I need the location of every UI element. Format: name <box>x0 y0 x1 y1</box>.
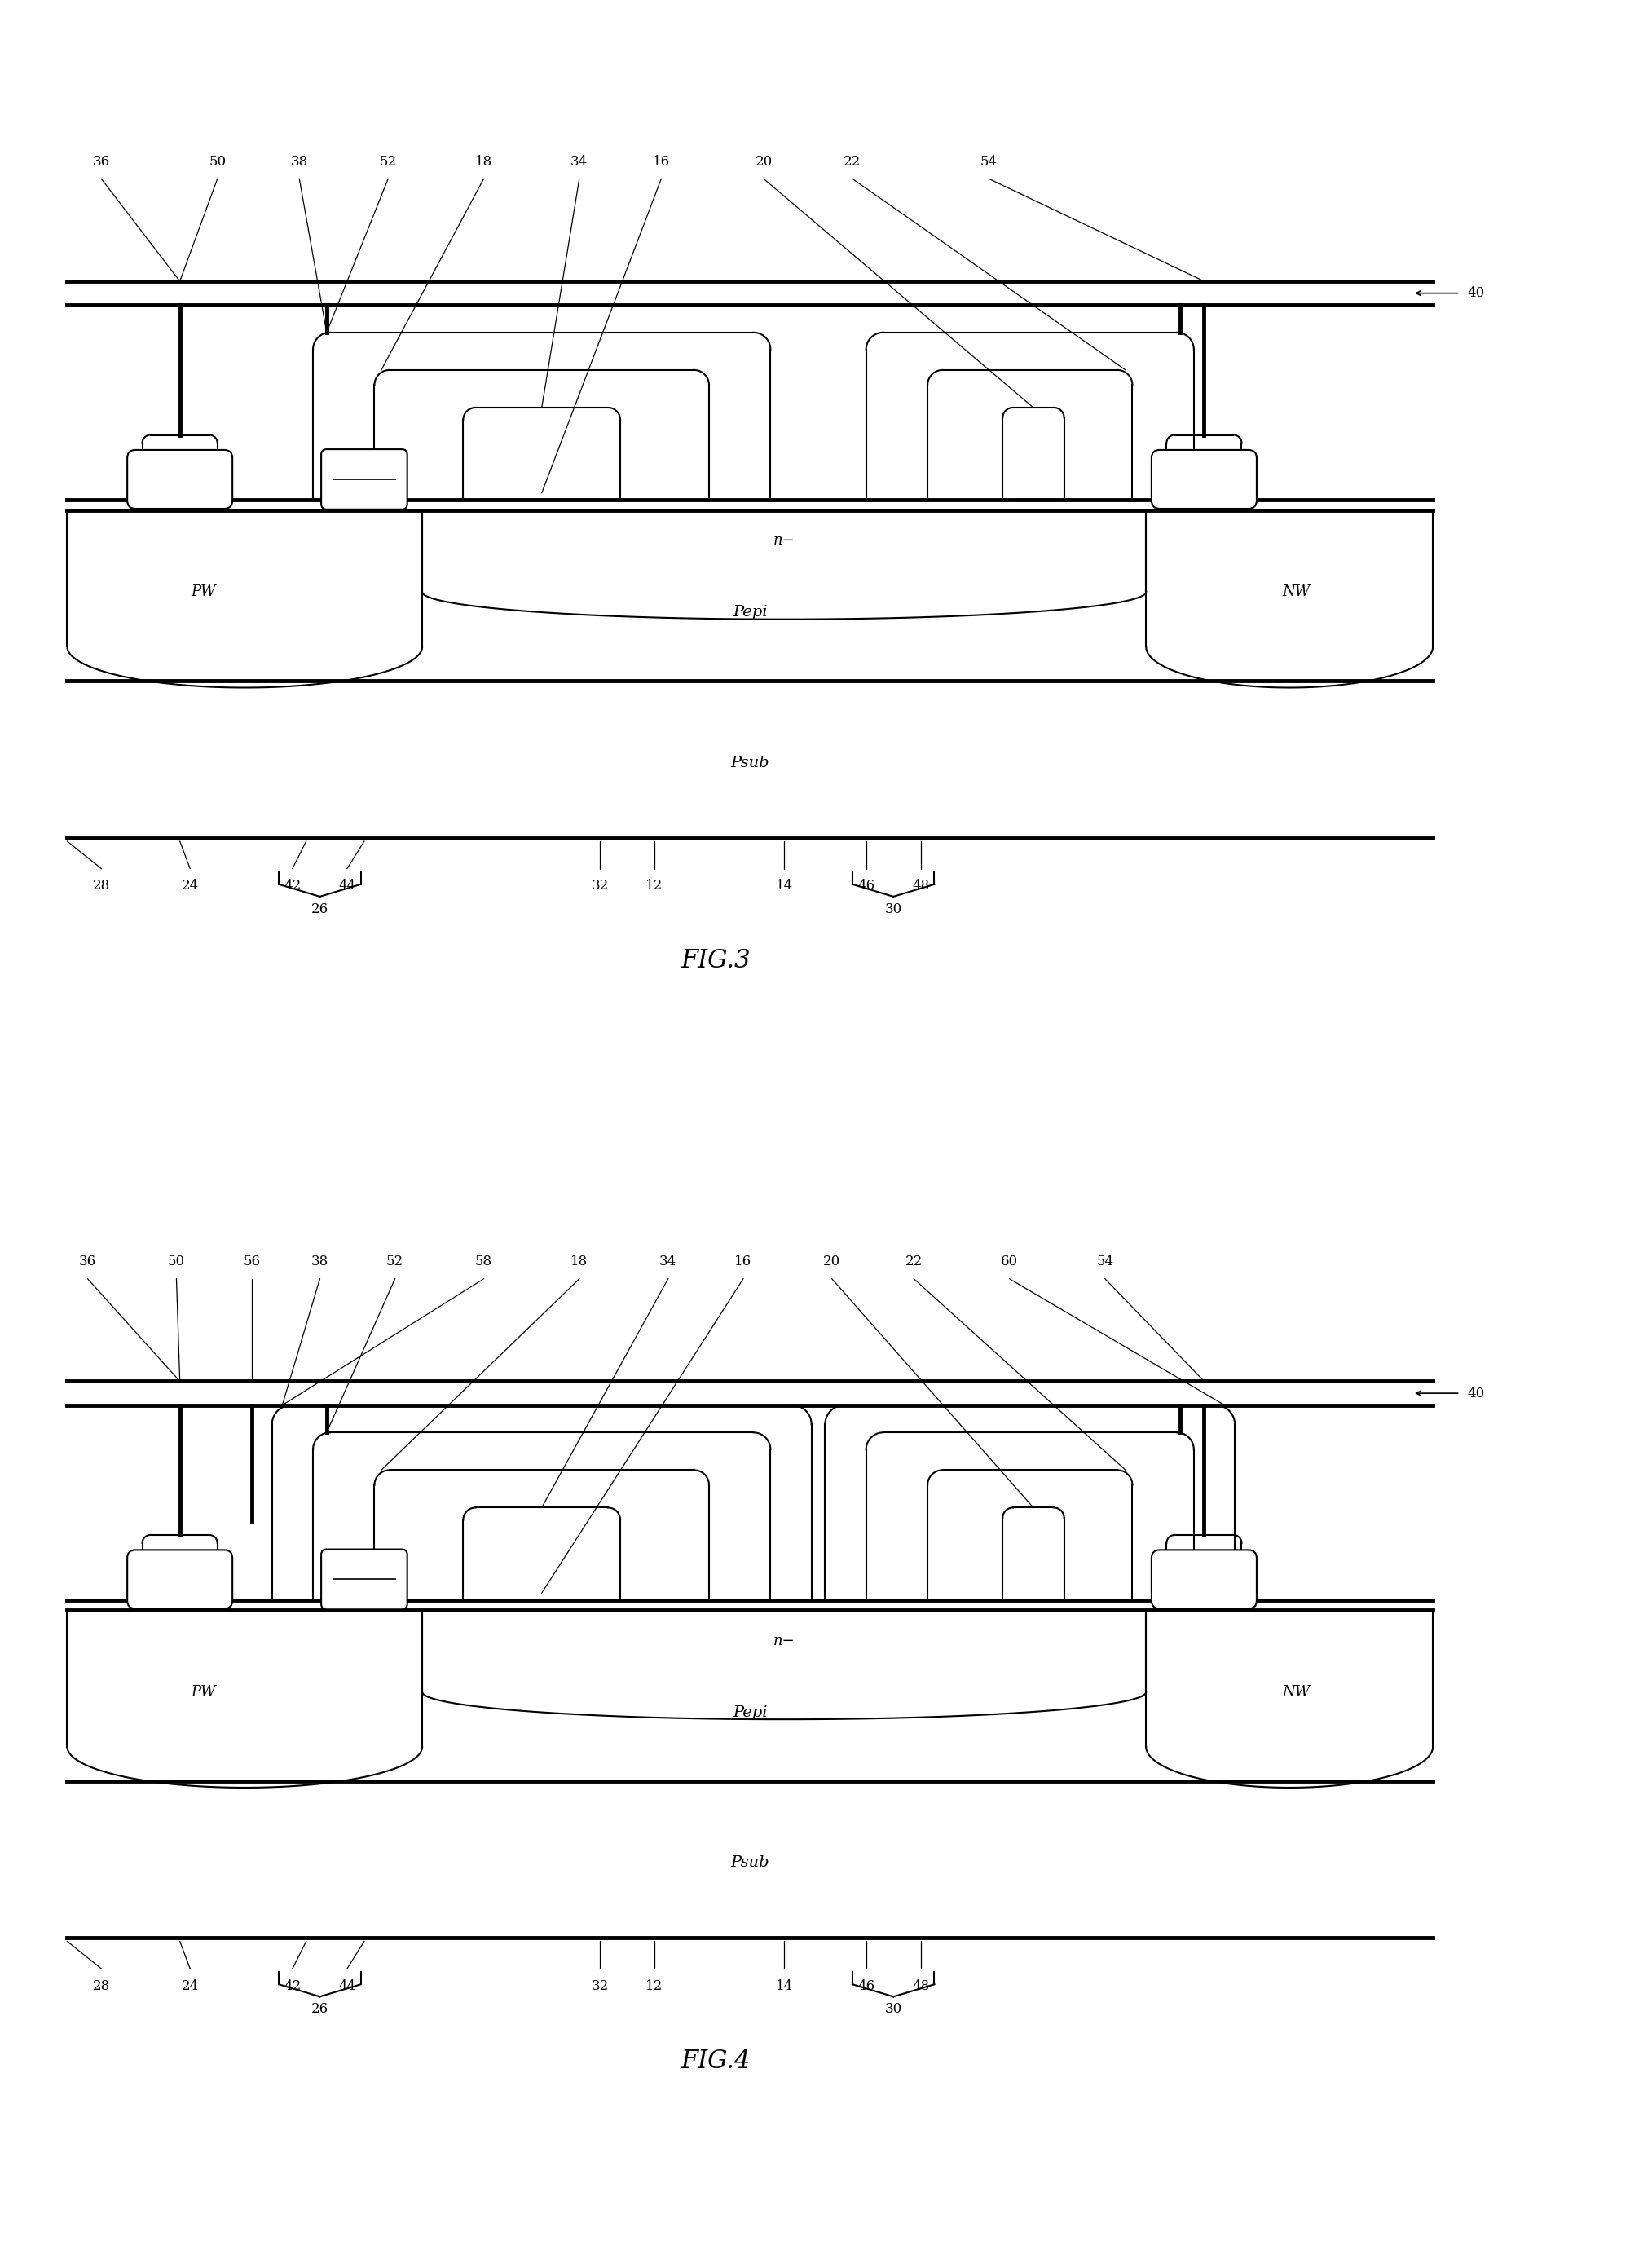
Text: 50: 50 <box>169 1255 185 1268</box>
Text: 48: 48 <box>912 878 930 894</box>
Text: n+: n+ <box>1194 471 1214 487</box>
Text: 52: 52 <box>380 155 396 168</box>
Text: 28: 28 <box>93 1978 111 1994</box>
Text: 32: 32 <box>591 878 608 894</box>
Text: 26: 26 <box>311 2003 329 2016</box>
Text: 46: 46 <box>857 878 874 894</box>
Text: 24: 24 <box>182 878 198 894</box>
FancyBboxPatch shape <box>127 449 233 510</box>
Text: 38: 38 <box>291 155 307 168</box>
Text: 12: 12 <box>646 1978 662 1994</box>
Text: FIG.4: FIG.4 <box>681 2047 750 2074</box>
Text: 32: 32 <box>591 1978 608 1994</box>
Text: n+: n+ <box>355 1563 373 1574</box>
Text: Pepi: Pepi <box>733 606 767 620</box>
Text: Pepi: Pepi <box>733 1706 767 1720</box>
Text: 46: 46 <box>857 1978 874 1994</box>
Text: PW: PW <box>192 1684 216 1699</box>
Text: 14: 14 <box>775 878 793 894</box>
Text: 54: 54 <box>980 155 998 168</box>
Text: 22: 22 <box>844 155 861 168</box>
Text: 16: 16 <box>653 155 669 168</box>
Text: 16: 16 <box>735 1255 752 1268</box>
Text: n−: n− <box>773 1634 795 1648</box>
Text: 40: 40 <box>1467 1387 1483 1401</box>
Text: 50: 50 <box>208 155 226 168</box>
Text: n+: n+ <box>355 462 373 474</box>
Text: NW: NW <box>1282 1684 1310 1699</box>
Text: 44: 44 <box>339 878 355 894</box>
Text: n−: n− <box>773 534 795 548</box>
Text: 30: 30 <box>885 902 902 916</box>
Text: 54: 54 <box>1097 1255 1113 1268</box>
Text: FIG.3: FIG.3 <box>681 947 750 974</box>
Text: 36: 36 <box>79 1255 96 1268</box>
Text: 52: 52 <box>387 1255 403 1268</box>
Text: 60: 60 <box>1001 1255 1018 1268</box>
Text: PW: PW <box>192 584 216 599</box>
FancyBboxPatch shape <box>1151 449 1257 510</box>
Text: 42: 42 <box>284 878 301 894</box>
Text: n−: n− <box>355 485 373 498</box>
Text: 34: 34 <box>570 155 588 168</box>
FancyBboxPatch shape <box>320 1549 408 1610</box>
Text: 48: 48 <box>912 1978 930 1994</box>
Text: 56: 56 <box>243 1255 259 1268</box>
Text: 44: 44 <box>339 1978 355 1994</box>
Text: 26: 26 <box>311 902 329 916</box>
Text: 34: 34 <box>659 1255 677 1268</box>
Text: p+: p+ <box>170 1572 190 1587</box>
Text: 30: 30 <box>885 2003 902 2016</box>
Text: 58: 58 <box>476 1255 492 1268</box>
Text: 36: 36 <box>93 155 111 168</box>
Text: 22: 22 <box>905 1255 922 1268</box>
FancyBboxPatch shape <box>1151 1549 1257 1610</box>
Text: 20: 20 <box>823 1255 841 1268</box>
Text: Psub: Psub <box>730 1854 770 1870</box>
Text: 40: 40 <box>1467 287 1483 301</box>
Text: 38: 38 <box>311 1255 329 1268</box>
Text: 42: 42 <box>284 1978 301 1994</box>
Text: 24: 24 <box>182 1978 198 1994</box>
Text: 28: 28 <box>93 878 111 894</box>
Text: n−: n− <box>355 1585 373 1598</box>
Text: p+: p+ <box>170 471 190 487</box>
Text: n+: n+ <box>1194 1572 1214 1587</box>
Text: 20: 20 <box>755 155 773 168</box>
FancyBboxPatch shape <box>127 1549 233 1610</box>
Text: Psub: Psub <box>730 754 770 770</box>
Text: 18: 18 <box>476 155 492 168</box>
FancyBboxPatch shape <box>320 449 408 510</box>
Text: 14: 14 <box>775 1978 793 1994</box>
Text: NW: NW <box>1282 584 1310 599</box>
Text: 18: 18 <box>570 1255 588 1268</box>
Text: 12: 12 <box>646 878 662 894</box>
